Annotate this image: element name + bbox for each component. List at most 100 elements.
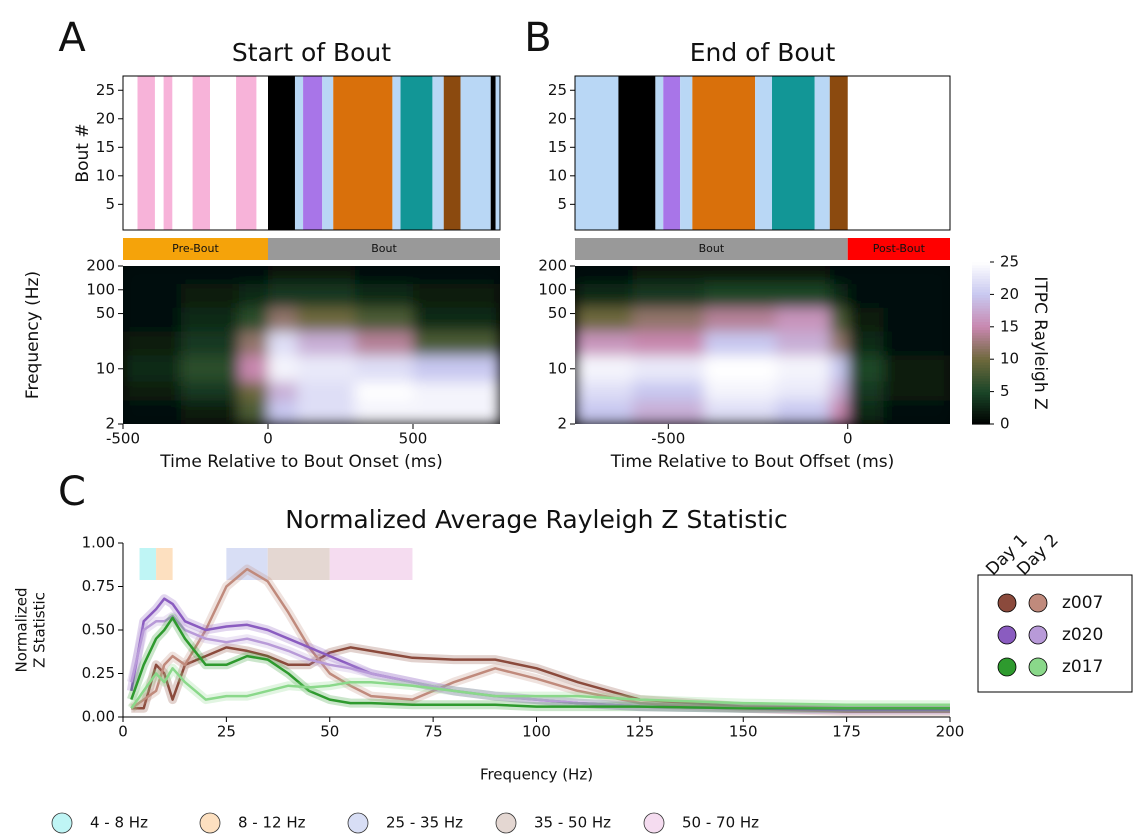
- heatmap-cell: [575, 331, 633, 356]
- raster-band: [443, 76, 461, 230]
- heatmap-cell: [704, 400, 777, 424]
- chart-title: Start of Bout: [232, 38, 391, 67]
- series-line: [130, 616, 950, 710]
- colorbar-step: [972, 372, 990, 376]
- heatmap-cell: [575, 283, 633, 308]
- frequency-band: [139, 548, 157, 580]
- colorbar-step: [972, 313, 990, 317]
- x-axis-label: Frequency (Hz): [480, 766, 593, 784]
- heatmap-cell: [575, 400, 633, 424]
- colorbar-step: [972, 399, 990, 403]
- heatmap-cell: [123, 283, 182, 308]
- y-tick-label: 10: [548, 359, 567, 377]
- y-axis-label: Frequency (Hz): [23, 271, 43, 399]
- epoch-label: Pre-Bout: [172, 242, 219, 255]
- colorbar-step: [972, 348, 990, 352]
- panel-letter: C: [58, 469, 86, 515]
- colorbar-step: [972, 289, 990, 293]
- legend-marker: [997, 625, 1017, 645]
- raster-band: [333, 76, 393, 230]
- raster-band: [460, 76, 491, 230]
- y-tick-label: 15: [548, 138, 567, 156]
- raster-band: [137, 76, 155, 230]
- heatmap-cell: [883, 354, 950, 382]
- x-tick-label: 75: [424, 723, 443, 741]
- colorbar-step: [972, 280, 990, 285]
- heatmap-cell: [883, 283, 950, 308]
- raster-band: [772, 76, 815, 230]
- heatmap-cell: [775, 354, 831, 382]
- heatmap-clip: [575, 266, 950, 424]
- raster-band: [303, 76, 323, 230]
- panel-letter: A: [58, 15, 86, 61]
- colorbar-step: [972, 353, 990, 358]
- band-legend-label: 25 - 35 Hz: [386, 814, 463, 832]
- heatmap-cell: [355, 266, 414, 285]
- heatmap-cell: [239, 400, 269, 424]
- colorbar-step: [972, 405, 990, 409]
- raster-band: [392, 76, 401, 230]
- colorbar-step: [972, 305, 990, 309]
- colorbar-step: [972, 291, 990, 295]
- colorbar-step: [972, 340, 990, 344]
- heatmap-cell: [847, 266, 885, 285]
- x-tick-label: 0: [118, 723, 128, 741]
- heatmap-cell: [847, 400, 885, 424]
- legend-marker: [1028, 593, 1048, 613]
- heatmap-cell: [413, 307, 500, 332]
- raster-band: [655, 76, 664, 230]
- colorbar-step: [972, 321, 990, 325]
- heatmap-cell: [355, 400, 414, 424]
- colorbar-step: [972, 307, 990, 312]
- colorbar-step: [972, 415, 990, 420]
- heatmap: [575, 266, 950, 424]
- colorbar-step: [972, 299, 990, 304]
- heatmap-cell: [355, 283, 414, 308]
- colorbar-step: [972, 421, 990, 425]
- heatmap-cell: [632, 331, 705, 356]
- colorbar-tick-label: 20: [1000, 285, 1019, 303]
- colorbar-step: [972, 367, 990, 371]
- heatmap-cell: [297, 266, 356, 285]
- heatmap-cell: [123, 354, 182, 382]
- raster-band: [618, 76, 656, 230]
- x-axis-label: Time Relative to Bout Onset (ms): [159, 452, 443, 472]
- raster-band: [163, 76, 173, 230]
- epoch-label: Post-Bout: [873, 242, 926, 255]
- heatmap-cell: [829, 381, 849, 401]
- colorbar-tick-label: 0: [1000, 415, 1010, 433]
- y-tick-label: 1.00: [82, 534, 115, 552]
- colorbar-step: [972, 329, 990, 333]
- x-tick-label: -500: [106, 430, 140, 448]
- heatmap-cell: [239, 381, 269, 401]
- x-tick-label: 175: [832, 723, 861, 741]
- heatmap-cell: [575, 307, 633, 332]
- colorbar-step: [972, 297, 990, 301]
- y-axis-label: Normalized: [13, 587, 31, 672]
- colorbar-step: [972, 316, 990, 320]
- heatmap: [123, 266, 500, 424]
- colorbar-tick-label: 10: [1000, 350, 1019, 368]
- colorbar-step: [972, 345, 990, 349]
- x-tick-label: 0: [263, 430, 273, 448]
- colorbar-step: [972, 413, 990, 417]
- epoch-bar: [847, 238, 950, 260]
- y-tick-label: 200: [538, 257, 567, 275]
- y-tick-label: 10: [548, 166, 567, 184]
- colorbar-step: [972, 318, 990, 322]
- epoch-label: Bout: [371, 242, 397, 255]
- frequency-band: [226, 548, 268, 580]
- x-tick-label: 50: [320, 723, 339, 741]
- y-tick-label: 2: [105, 415, 115, 433]
- raster-band: [322, 76, 334, 230]
- colorbar-step: [972, 351, 990, 355]
- series-line: [130, 567, 950, 714]
- heatmap-cell: [847, 307, 885, 332]
- colorbar-step: [972, 383, 990, 387]
- heatmap-cell: [181, 283, 240, 308]
- heatmap-cell: [883, 381, 950, 401]
- colorbar-step: [972, 267, 990, 271]
- raster-band: [192, 76, 210, 230]
- raster-band: [575, 76, 619, 230]
- heatmap-cell: [297, 381, 356, 401]
